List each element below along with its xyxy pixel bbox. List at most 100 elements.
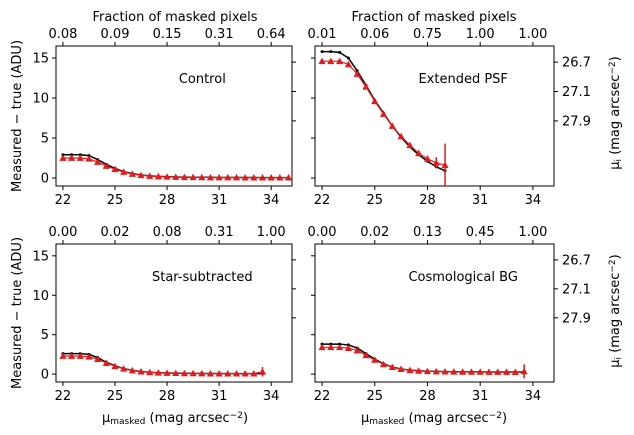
measured-marker [120, 365, 128, 372]
y-tick-label: 0 [41, 172, 49, 187]
x-axis-label-right: μmasked (mag arcsec−2) [361, 411, 507, 427]
x-tick-label: 31 [211, 389, 228, 404]
measured-marker [137, 367, 145, 375]
measured-marker [327, 343, 335, 351]
top-axis-title-left: Fraction of masked pixels [92, 10, 257, 25]
measured-marker [406, 141, 414, 149]
measured-marker [250, 370, 258, 377]
x-tick-label: 28 [419, 389, 436, 404]
measured-marker [206, 173, 215, 181]
measured-marker [146, 368, 154, 376]
measured-marker [111, 362, 119, 370]
measured-marker [520, 367, 528, 375]
measured-marker [502, 368, 511, 375]
y-axis-label-bottom-row: Measured − true (ADU) [10, 237, 25, 389]
panel-title: Star-subtracted [152, 270, 253, 285]
measured-marker [415, 367, 423, 374]
series-measured-line [322, 346, 525, 373]
measured-marker [432, 367, 440, 375]
top-tick-label: 0.64 [257, 27, 286, 42]
series-measured-line [62, 355, 263, 375]
measured-marker [189, 173, 197, 181]
measured-marker [76, 154, 84, 161]
panel-frame [55, 243, 293, 383]
measured-marker [276, 174, 284, 181]
x-tick-label: 22 [55, 389, 72, 404]
series-true-line [322, 343, 525, 373]
y-tick-label: 10 [32, 92, 49, 107]
top-tick-label: 0.08 [48, 27, 77, 42]
measured-marker [459, 368, 467, 375]
panel-title: Extended PSF [418, 72, 507, 87]
measured-marker [224, 173, 232, 181]
measured-marker [163, 173, 171, 180]
measured-marker [415, 149, 423, 157]
top-tick-label: 0.31 [205, 225, 234, 240]
true-point [346, 56, 350, 60]
top-axis-title-right: Fraction of masked pixels [351, 10, 516, 25]
measured-marker [137, 171, 145, 179]
series-true-line [62, 352, 263, 375]
top-tick-label: 0.15 [153, 27, 182, 42]
right-tick-label: 27.1 [562, 85, 591, 100]
panel-frame [314, 243, 555, 383]
measured-marker [163, 369, 171, 376]
measured-marker [258, 368, 267, 375]
measured-marker [232, 370, 241, 377]
measured-marker [59, 352, 67, 359]
panel-1: 22 25 28 31 34 0.08 0.09 0.15 0.31 0.64 0 5 10 15 Cont… [32, 27, 296, 208]
measured-marker [224, 370, 232, 377]
panel-4: 22 25 28 31 34 0.00 0.02 0.13 0.45 1.00 26.7 27.1 27… [308, 225, 591, 404]
measured-marker [94, 158, 102, 165]
measured-marker [172, 369, 180, 377]
measured-marker [397, 132, 405, 140]
measured-marker [85, 155, 93, 162]
top-tick-label: 0.00 [308, 225, 337, 240]
measured-marker [511, 368, 519, 375]
measured-marker [353, 70, 361, 77]
measured-marker [441, 368, 449, 375]
measured-marker [284, 174, 293, 181]
measured-marker [250, 174, 258, 181]
true-point [338, 50, 342, 54]
measured-marker [467, 368, 476, 375]
top-tick-label: 0.01 [308, 27, 337, 42]
right-axis-label-bottom-row: μi (mag arcsec−2) [608, 254, 624, 367]
measured-marker [494, 368, 502, 375]
panel-frame [55, 45, 293, 187]
measured-marker [111, 165, 119, 173]
measured-marker [336, 343, 344, 351]
top-tick-label: 0.08 [153, 225, 182, 240]
right-tick-label: 27.1 [562, 282, 591, 297]
right-axis-label-top-row: μi (mag arcsec−2) [608, 56, 624, 169]
y-axis-label-top-row: Measured − true (ADU) [10, 40, 25, 192]
measured-marker [485, 368, 493, 375]
measured-marker [388, 363, 396, 371]
measured-marker [172, 173, 180, 180]
x-tick-label: 28 [159, 389, 176, 404]
measured-marker [406, 366, 414, 374]
measured-marker [94, 355, 102, 363]
measured-marker [379, 360, 388, 368]
x-tick-label: 22 [314, 193, 331, 208]
top-tick-label: 0.02 [101, 225, 130, 240]
y-tick-label: 15 [32, 52, 49, 67]
measured-marker [450, 368, 458, 375]
x-tick-label: 31 [472, 389, 489, 404]
measured-marker [68, 352, 76, 359]
top-tick-label: 0.31 [205, 27, 234, 42]
x-tick-label: 31 [211, 193, 228, 208]
top-tick-label: 0.09 [101, 27, 130, 42]
y-tick-label: 5 [41, 328, 49, 343]
panel-2: 22 25 28 31 34 0.01 0.06 0.75 1.00 1.00 26.7 27.1 27… [308, 27, 591, 208]
measured-marker [76, 352, 84, 359]
measured-marker [68, 154, 76, 161]
measured-marker [154, 369, 162, 376]
right-tick-label: 27.9 [562, 311, 591, 326]
x-tick-label: 25 [107, 193, 124, 208]
measured-marker [318, 343, 326, 351]
measured-marker [258, 174, 267, 181]
measured-marker [267, 174, 275, 181]
measured-marker [102, 162, 110, 169]
top-tick-label: 0.13 [413, 225, 442, 240]
